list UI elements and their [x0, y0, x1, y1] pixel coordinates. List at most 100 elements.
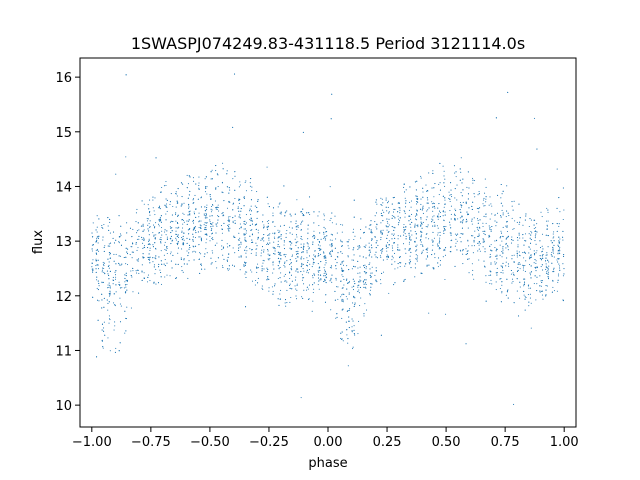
- data-point: [108, 243, 110, 245]
- data-point: [176, 244, 179, 246]
- data-point: [556, 168, 558, 170]
- data-point: [403, 191, 406, 193]
- data-point: [279, 225, 282, 227]
- data-point: [132, 228, 134, 230]
- data-point: [461, 227, 464, 229]
- data-point: [146, 220, 149, 222]
- data-point: [518, 203, 520, 205]
- data-point: [519, 286, 521, 288]
- data-point: [295, 295, 297, 297]
- data-point: [285, 305, 287, 307]
- data-point: [198, 176, 200, 178]
- data-point: [386, 229, 388, 231]
- data-point: [485, 186, 487, 189]
- data-point: [488, 204, 490, 206]
- data-point: [431, 201, 433, 203]
- data-point: [217, 222, 219, 224]
- data-point: [206, 222, 208, 224]
- data-point: [341, 262, 343, 264]
- data-point: [489, 253, 491, 255]
- data-point: [524, 240, 526, 242]
- data-point: [244, 262, 246, 264]
- data-point: [368, 228, 370, 230]
- data-point: [461, 215, 463, 217]
- data-point: [535, 233, 537, 235]
- data-point: [513, 227, 515, 230]
- data-point: [211, 250, 213, 252]
- data-point: [556, 230, 558, 232]
- data-point: [467, 193, 470, 195]
- data-point: [244, 223, 246, 225]
- data-point: [381, 249, 383, 251]
- data-point: [160, 242, 162, 244]
- data-point: [181, 248, 183, 250]
- data-point: [92, 268, 94, 270]
- data-point: [228, 192, 230, 194]
- data-point: [262, 259, 264, 262]
- data-point: [254, 205, 256, 207]
- data-point: [268, 239, 270, 241]
- data-point: [428, 312, 430, 314]
- data-point: [362, 256, 364, 258]
- data-point: [108, 282, 110, 284]
- data-point: [465, 343, 467, 345]
- data-point: [187, 214, 189, 216]
- data-point: [477, 229, 479, 231]
- data-point: [530, 238, 532, 241]
- data-point: [193, 227, 195, 229]
- data-point: [119, 287, 121, 289]
- data-point: [529, 237, 531, 239]
- data-point: [257, 236, 259, 238]
- data-point: [138, 235, 140, 237]
- data-point: [244, 234, 246, 236]
- data-point: [239, 217, 241, 219]
- data-point: [102, 347, 104, 349]
- data-point: [546, 228, 548, 231]
- data-point: [375, 247, 377, 249]
- data-point: [465, 202, 467, 204]
- data-point: [483, 232, 485, 235]
- data-point: [215, 223, 217, 225]
- data-point: [204, 186, 207, 188]
- data-point: [443, 206, 445, 208]
- data-point: [376, 223, 378, 225]
- data-point: [301, 264, 303, 266]
- data-point: [211, 209, 213, 211]
- data-point: [505, 216, 507, 218]
- data-point: [477, 228, 479, 230]
- data-point: [240, 255, 242, 257]
- data-point: [174, 213, 177, 216]
- data-point: [431, 254, 433, 256]
- data-point: [312, 263, 314, 265]
- data-point: [323, 269, 326, 271]
- data-point: [501, 250, 503, 253]
- data-point: [229, 216, 231, 218]
- data-point: [283, 247, 286, 250]
- data-point: [432, 172, 434, 175]
- data-point: [409, 215, 411, 217]
- data-point: [291, 254, 294, 256]
- data-point: [215, 164, 217, 167]
- data-point: [209, 219, 211, 221]
- data-point: [558, 242, 560, 244]
- data-point: [551, 251, 553, 254]
- data-point: [529, 242, 532, 244]
- data-point: [256, 267, 258, 269]
- data-point: [308, 212, 310, 214]
- data-point: [479, 250, 481, 252]
- data-point: [534, 235, 536, 237]
- data-point: [291, 288, 293, 290]
- data-point: [528, 284, 530, 286]
- data-point: [239, 269, 241, 271]
- data-point: [183, 239, 185, 241]
- data-point: [472, 235, 474, 237]
- data-point: [365, 273, 367, 275]
- data-point: [169, 253, 172, 255]
- data-point: [558, 197, 560, 199]
- data-point: [518, 232, 520, 234]
- data-point: [154, 214, 156, 216]
- data-point: [125, 247, 127, 249]
- data-point: [449, 209, 451, 212]
- data-point: [405, 263, 407, 265]
- data-point: [256, 271, 258, 273]
